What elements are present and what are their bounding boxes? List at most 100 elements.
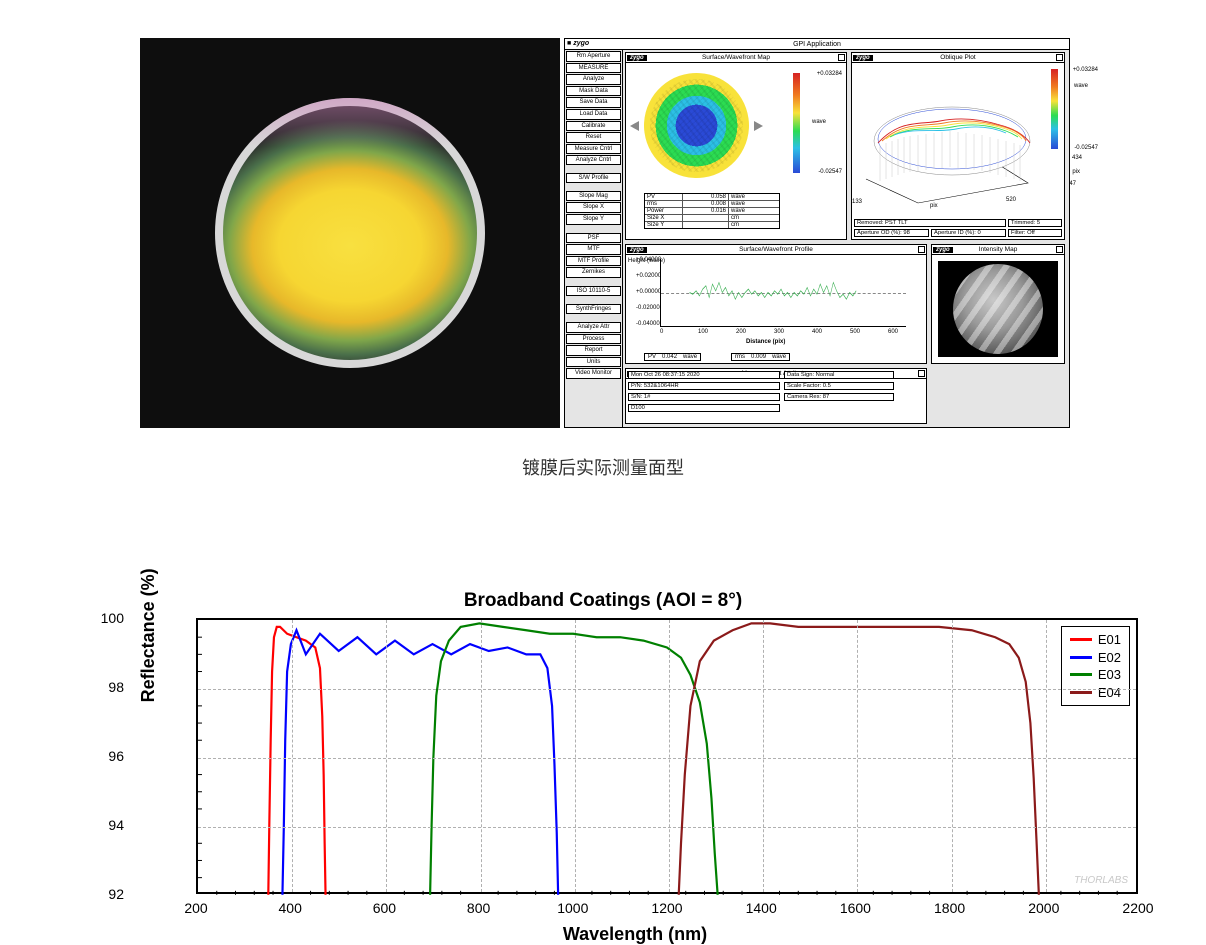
intensity-image [938, 261, 1058, 357]
zygo-logo-icon: zygo [933, 247, 953, 253]
legend-item: E02 [1070, 649, 1121, 667]
sw-profile-button[interactable]: S/W Profile [566, 173, 621, 183]
trimmed-label: Trimmed: 5 [1008, 219, 1062, 227]
units-button[interactable]: Units [566, 357, 621, 368]
y-tick-label: 94 [108, 817, 124, 833]
product-photo [140, 38, 560, 428]
oblique-plot-window: zygo Oblique Plot [851, 52, 1065, 240]
x-tick-label: 1000 [557, 900, 588, 916]
rms-metric: rms0.009wave [731, 353, 790, 361]
y-tick-label: 92 [108, 886, 124, 902]
x-tick-label: 2200 [1122, 900, 1153, 916]
synth-fringes-button[interactable]: SynthFringes [566, 304, 621, 314]
y-axis-label: Reflectance (%) [138, 568, 159, 702]
slope-y-button[interactable]: Slope Y [566, 214, 621, 225]
window-control-icon[interactable] [918, 246, 925, 253]
x-tick-label: 1600 [840, 900, 871, 916]
colorbar-min: -0.02547 [818, 169, 842, 175]
id-field: D100 [628, 404, 780, 412]
colorbar [793, 73, 800, 173]
measurement-attributes-window: zygo Measurement Attributes Mon Oct 26 0… [625, 368, 927, 424]
measure-button[interactable]: MEASURE [566, 63, 621, 74]
app-title: GPI Application [793, 41, 841, 48]
sn-field: S/N: 1# [628, 393, 780, 401]
data-sign-field: Data Sign: Normal [784, 371, 894, 379]
x-tick-label: 2000 [1028, 900, 1059, 916]
series-E04 [679, 623, 1039, 894]
analyze-attr-button[interactable]: Analyze Attr [566, 322, 621, 333]
zygo-logo-icon: zygo [853, 55, 873, 61]
slope-x-button[interactable]: Slope X [566, 202, 621, 213]
x-tick-label: 200 [184, 900, 207, 916]
analyze-cntrl[interactable]: Analyze Cntrl [566, 155, 621, 165]
process-button[interactable]: Process [566, 334, 621, 345]
window-control-icon[interactable] [1056, 54, 1063, 61]
reflectance-chart: Broadband Coatings (AOI = 8°) Reflectanc… [132, 590, 1074, 894]
psf-button[interactable]: PSF [566, 233, 621, 244]
x-tick-label: 600 [373, 900, 396, 916]
triangle-left-icon [630, 121, 639, 131]
pv-metric: PV0.042wave [644, 353, 701, 361]
measure-cntrl[interactable]: Measure Cntrl [566, 144, 621, 154]
x-tick-label: 1200 [651, 900, 682, 916]
chart-legend: E01E02E03E04 [1061, 626, 1130, 706]
iso-button[interactable]: ISO 10110-5 [566, 286, 621, 296]
sw-metrics-table: PV0.058wave rms0.008wave Power0.016wave … [644, 193, 780, 229]
mask-data-button[interactable]: Mask Data [566, 86, 621, 97]
colorbar-unit: wave [812, 119, 826, 125]
rm-aperture-button[interactable]: Rm Aperture [566, 51, 621, 62]
series-E01 [268, 627, 325, 895]
load-data-button[interactable]: Load Data [566, 109, 621, 120]
camera-res-field: Camera Res: 87 [784, 393, 894, 401]
calibrate-button[interactable]: Calibrate [566, 121, 621, 132]
mtf-button[interactable]: MTF [566, 244, 621, 255]
intensity-map-window: zygo Intensity Map [931, 244, 1065, 364]
mtf-profile-button[interactable]: MTF Profile [566, 256, 621, 267]
slope-mag-button[interactable]: Slope Mag [566, 191, 621, 202]
x-tick-label: 1400 [746, 900, 777, 916]
intensity-sphere [953, 264, 1043, 354]
reset-button[interactable]: Reset [566, 132, 621, 143]
report-button[interactable]: Report [566, 345, 621, 356]
optic-disc [215, 98, 485, 368]
profile-curve [661, 259, 906, 326]
save-data-button[interactable]: Save Data [566, 97, 621, 108]
watermark: THORLABS [1074, 875, 1128, 886]
y-tick-label: 98 [108, 679, 124, 695]
figure-caption: 镀膜后实际测量面型 [0, 454, 1206, 480]
zygo-logo-icon: ■ zygo [567, 40, 589, 47]
legend-item: E03 [1070, 666, 1121, 684]
x-tick-label: 400 [279, 900, 302, 916]
triangle-right-icon [754, 121, 763, 131]
wavefront-profile-window: zygo Surface/Wavefront Profile Height (w… [625, 244, 927, 364]
scale-field: Scale Factor: 0.5 [784, 382, 894, 390]
window-control-icon[interactable] [838, 54, 845, 61]
video-monitor-button[interactable]: Video Monitor [566, 368, 621, 379]
analyze-button[interactable]: Analyze [566, 74, 621, 85]
chart-title: Broadband Coatings (AOI = 8°) [132, 590, 1074, 612]
oblique-3d-surface [860, 71, 1056, 211]
y-tick-label: 100 [101, 610, 124, 626]
zygo-logo-icon: zygo [627, 247, 647, 253]
app-titlebar: ■ zygo GPI Application [565, 39, 1069, 50]
colorbar [1051, 69, 1058, 149]
wavefront-heatmap [637, 66, 756, 185]
profile-polyline [690, 282, 857, 299]
surface-wavefront-map-window: zygo Surface/Wavefront Map +0.03284 wave… [625, 52, 847, 240]
sw-map-titlebar: zygo Surface/Wavefront Map [626, 53, 846, 63]
profile-x-axis-label: Distance (pix) [746, 339, 785, 345]
x-tick-label: 1800 [934, 900, 965, 916]
window-control-icon[interactable] [1056, 246, 1063, 253]
timestamp-field: Mon Oct 26 08:37:15 2020 [628, 371, 780, 379]
pn-field: P/N: 532&1064HR [628, 382, 780, 390]
x-axis-label: Wavelength (nm) [563, 924, 707, 945]
zernikes-button[interactable]: Zernikes [566, 267, 621, 278]
zygo-main-area: zygo Surface/Wavefront Map +0.03284 wave… [623, 50, 1069, 427]
removed-label: Removed: PST TLT [854, 219, 1006, 227]
legend-item: E04 [1070, 684, 1121, 702]
profile-plot-area [660, 259, 906, 327]
y-tick-label: 96 [108, 748, 124, 764]
zygo-application-window: ■ zygo GPI Application Rm Aperture MEASU… [564, 38, 1070, 428]
x-tick-label: 800 [467, 900, 490, 916]
sidebar-menu: Rm Aperture MEASURE Analyze Mask Data Sa… [565, 50, 623, 427]
